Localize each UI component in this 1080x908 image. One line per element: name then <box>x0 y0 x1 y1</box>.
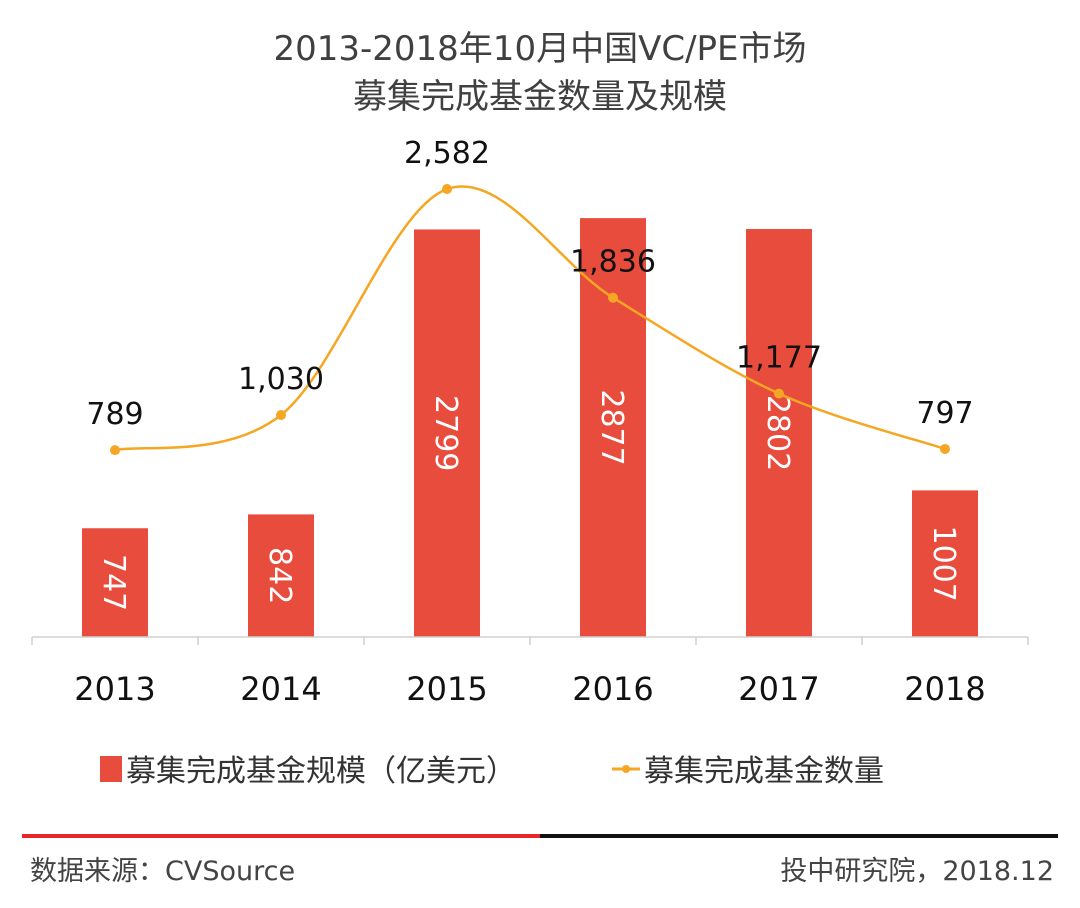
count-label-2017: 1,177 <box>736 341 822 376</box>
count-line <box>114 185 946 452</box>
count-label-2016: 1,836 <box>570 245 656 280</box>
footer-credit: 投中研究院，2018.12 <box>780 856 1054 887</box>
x-tick-label-2016: 2016 <box>572 670 653 708</box>
bar-2016 <box>580 218 646 637</box>
x-tick-label-2018: 2018 <box>904 670 985 708</box>
bar-2018 <box>912 490 978 637</box>
legend-line-label: 募集完成基金数量 <box>644 754 884 789</box>
count-label-2013: 789 <box>86 397 143 432</box>
count-point-2017 <box>774 388 784 399</box>
footer-divider-black <box>540 834 1058 838</box>
x-tick-label-2013: 2013 <box>74 670 155 708</box>
bar-label-2018: 1007 <box>926 526 961 602</box>
count-point-2013 <box>110 445 120 456</box>
x-tick-label-2015: 2015 <box>406 670 487 708</box>
count-label-2018: 797 <box>916 396 973 431</box>
bar-label-2016: 2877 <box>594 389 629 465</box>
bar-label-2013: 747 <box>96 554 131 611</box>
chart-title-line2: 募集完成基金数量及规模 <box>353 77 727 117</box>
legend-bar-label: 募集完成基金规模（亿美元） <box>126 754 516 789</box>
footer-source: 数据来源：CVSource <box>30 856 295 887</box>
bar-label-2015: 2799 <box>428 395 463 471</box>
count-label-2014: 1,030 <box>238 362 324 397</box>
legend: 募集完成基金规模（亿美元） 募集完成基金数量 <box>100 754 884 789</box>
count-point-2014 <box>276 410 286 421</box>
count-point-2016 <box>608 292 618 303</box>
bar-label-2014: 842 <box>262 547 297 604</box>
x-tick-label-2017: 2017 <box>738 670 819 708</box>
bar-2017 <box>746 229 812 637</box>
legend-bar-swatch <box>100 756 122 782</box>
count-point-2018 <box>940 443 950 454</box>
count-label-2015: 2,582 <box>404 136 490 171</box>
legend-line-marker <box>622 765 630 773</box>
bar-label-2017: 2802 <box>760 395 795 471</box>
footer-divider-red <box>22 834 540 838</box>
bar-2015 <box>414 229 480 637</box>
x-tick-label-2014: 2014 <box>240 670 321 708</box>
bar-2014 <box>248 514 314 637</box>
chart-title-line1: 2013-2018年10月中国VC/PE市场 <box>273 29 806 69</box>
count-point-2015 <box>442 184 452 195</box>
bar-2013 <box>82 528 148 637</box>
